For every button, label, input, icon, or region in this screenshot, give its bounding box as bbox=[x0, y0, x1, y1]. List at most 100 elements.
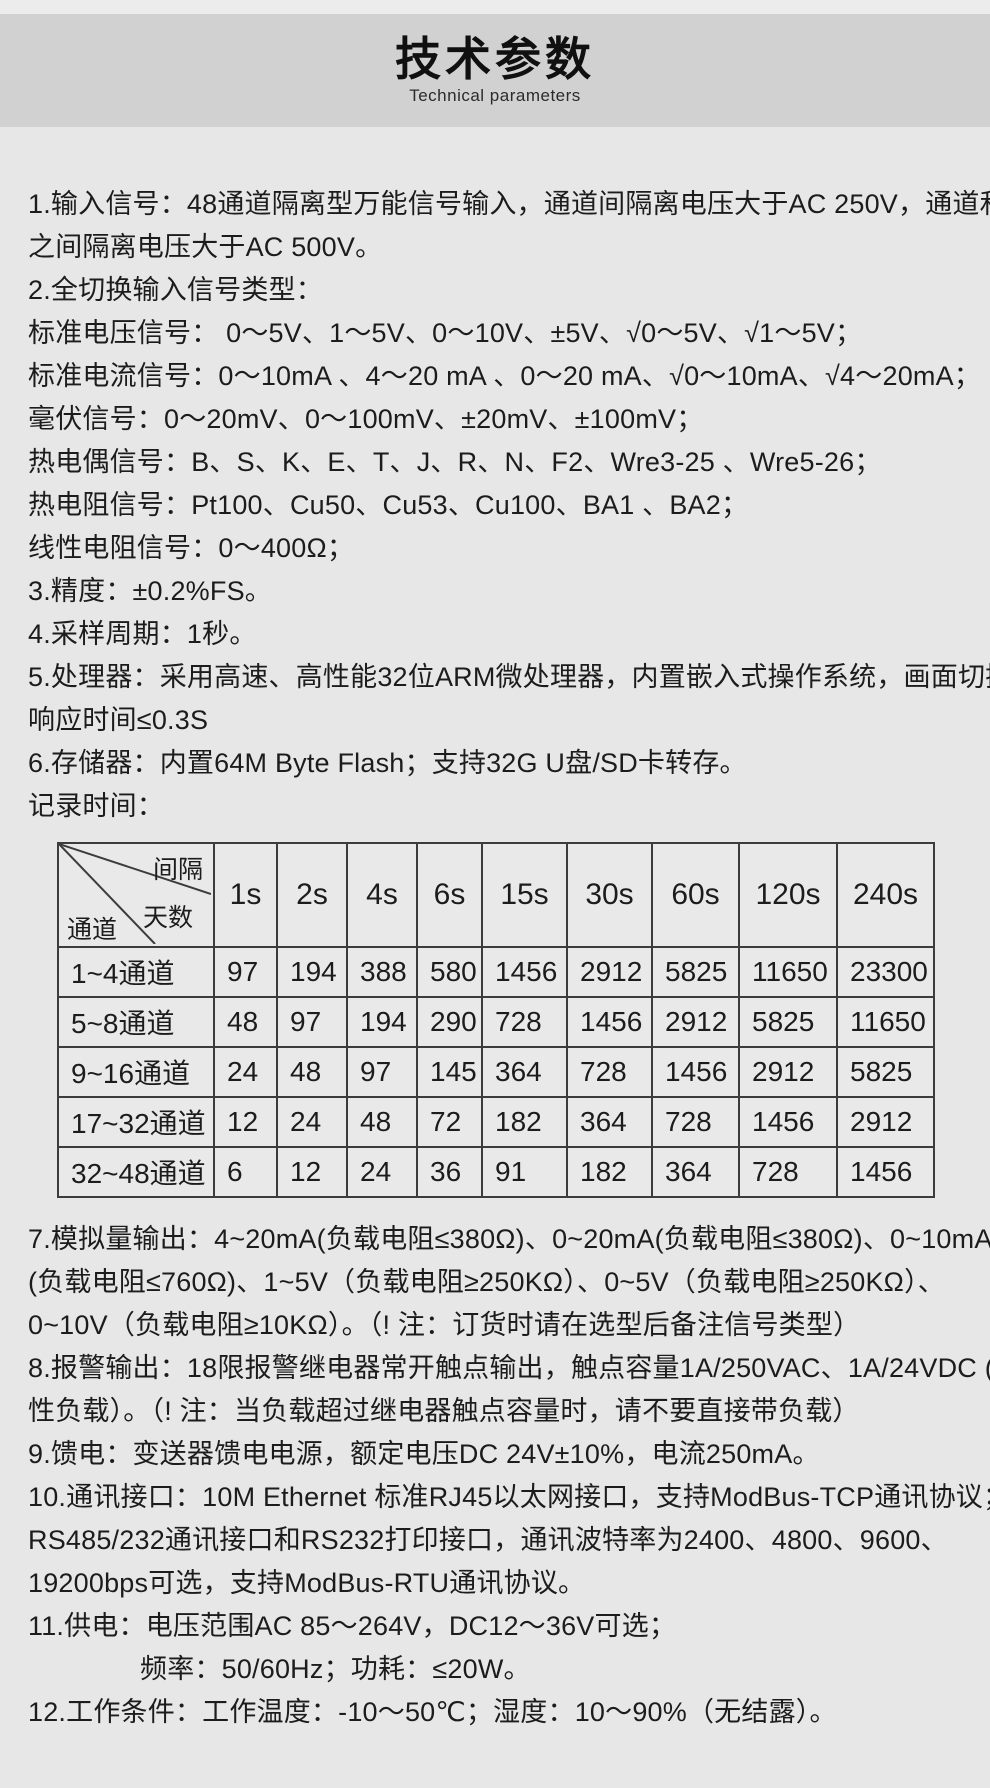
corner-days-label: 天数 bbox=[143, 904, 194, 932]
table-row: 32~48通道 6 12 24 36 91 182 364 728 1456 bbox=[57, 1146, 935, 1198]
record-days-cell: 194 bbox=[346, 996, 418, 1048]
record-days-cell: 36 bbox=[416, 1146, 483, 1198]
table-row: 5~8通道 48 97 194 290 728 1456 2912 5825 11650 bbox=[57, 996, 935, 1048]
spec-line: 7.模拟量输出：4~20mA(负载电阻≤380Ω)、0~20mA(负载电阻≤38… bbox=[28, 1224, 990, 1254]
spec-line: 1.输入信号：48通道隔离型万能信号输入，通道间隔离电压大于AC 250V，通道… bbox=[28, 189, 990, 219]
table-row: 17~32通道 12 24 48 72 182 364 728 1456 2912 bbox=[57, 1096, 935, 1148]
record-days-cell: 12 bbox=[276, 1146, 348, 1198]
spec-list-bottom: 7.模拟量输出：4~20mA(负载电阻≤380Ω)、0~20mA(负载电阻≤38… bbox=[28, 1218, 990, 1734]
record-time-table: 间隔 天数 通道 1s 2s 4s 6s 15s 30s 60s 120s 240s 1~4通道… bbox=[57, 842, 935, 1198]
record-days-cell: 5825 bbox=[651, 946, 740, 998]
record-days-cell: 5825 bbox=[836, 1046, 935, 1098]
corner-channel-label: 通道 bbox=[67, 916, 118, 944]
record-days-cell: 2912 bbox=[836, 1096, 935, 1148]
interval-column-header: 6s bbox=[416, 842, 483, 948]
spec-line: 热电阻信号：Pt100、Cu50、Cu53、Cu100、BA1 、BA2； bbox=[28, 490, 749, 520]
record-days-cell: 1456 bbox=[566, 996, 653, 1048]
corner-diagonal-lines bbox=[59, 844, 211, 944]
record-days-cell: 5825 bbox=[738, 996, 838, 1048]
spec-line: 9.馈电：变送器馈电电源，额定电压DC 24V±10%，电流250mA。 bbox=[28, 1439, 820, 1469]
channel-range-label: 9~16通道 bbox=[57, 1046, 215, 1098]
spec-line: 标准电流信号：0～10mA 、4～20 mA 、0～20 mA、√0～10mA、… bbox=[28, 361, 982, 391]
record-days-cell: 364 bbox=[651, 1146, 740, 1198]
spec-line: 2.全切换输入信号类型： bbox=[28, 275, 323, 305]
channel-range-label: 5~8通道 bbox=[57, 996, 215, 1048]
record-days-cell: 1456 bbox=[836, 1146, 935, 1198]
spec-line: 6.存储器：内置64M Byte Flash；支持32G U盘/SD卡转存。 bbox=[28, 748, 747, 778]
record-days-cell: 728 bbox=[651, 1096, 740, 1148]
record-days-cell: 1456 bbox=[651, 1046, 740, 1098]
record-days-cell: 728 bbox=[481, 996, 568, 1048]
page-subtitle: Technical parameters bbox=[409, 85, 581, 105]
spec-line: 12.工作条件：工作温度：-10～50℃；湿度：10～90%（无结露）。 bbox=[28, 1697, 837, 1727]
record-table-header-row: 间隔 天数 通道 1s 2s 4s 6s 15s 30s 60s 120s 240s bbox=[57, 842, 935, 948]
spec-line: 毫伏信号：0～20mV、0～100mV、±20mV、±100mV； bbox=[28, 404, 704, 434]
table-corner-cell: 间隔 天数 通道 bbox=[57, 842, 215, 948]
page-title: 技术参数 bbox=[395, 33, 595, 86]
record-days-cell: 728 bbox=[738, 1146, 838, 1198]
record-days-cell: 48 bbox=[213, 996, 278, 1048]
corner-interval-label: 间隔 bbox=[152, 856, 203, 884]
record-days-cell: 182 bbox=[566, 1146, 653, 1198]
record-days-cell: 48 bbox=[276, 1046, 348, 1098]
record-days-cell: 24 bbox=[213, 1046, 278, 1098]
spec-line: 频率：50/60Hz；功耗：≤20W。 bbox=[140, 1654, 531, 1684]
record-days-cell: 145 bbox=[416, 1046, 483, 1098]
record-days-cell: 11650 bbox=[836, 996, 935, 1048]
record-days-cell: 388 bbox=[346, 946, 418, 998]
spec-line: 8.报警输出：18限报警继电器常开触点输出，触点容量1A/250VAC、1A/2… bbox=[28, 1353, 990, 1383]
spec-line: 4.采样周期：1秒。 bbox=[28, 619, 257, 649]
record-days-cell: 1456 bbox=[738, 1096, 838, 1148]
record-days-cell: 48 bbox=[346, 1096, 418, 1148]
spec-line: 线性电阻信号：0～400Ω； bbox=[28, 533, 355, 563]
record-days-cell: 97 bbox=[213, 946, 278, 998]
record-days-cell: 364 bbox=[566, 1096, 653, 1148]
interval-column-header: 1s bbox=[213, 842, 278, 948]
record-days-cell: 182 bbox=[481, 1096, 568, 1148]
spec-line: 3.精度：±0.2%FS。 bbox=[28, 576, 272, 606]
channel-range-label: 1~4通道 bbox=[57, 946, 215, 998]
record-days-cell: 11650 bbox=[738, 946, 838, 998]
spec-line: 标准电压信号： 0～5V、1～5V、0～10V、±5V、√0～5V、√1～5V； bbox=[28, 318, 863, 348]
record-days-cell: 24 bbox=[346, 1146, 418, 1198]
record-table-body: 1~4通道 97 194 388 580 1456 2912 5825 11650 23300 5~… bbox=[57, 946, 935, 1198]
spec-line: 5.处理器：采用高速、高性能32位ARM微处理器，内置嵌入式操作系统，画面切换 bbox=[28, 662, 990, 692]
channel-range-label: 17~32通道 bbox=[57, 1096, 215, 1148]
record-days-cell: 2912 bbox=[738, 1046, 838, 1098]
interval-column-header: 240s bbox=[836, 842, 935, 948]
interval-column-header: 2s bbox=[276, 842, 348, 948]
interval-column-header: 30s bbox=[566, 842, 653, 948]
record-days-cell: 91 bbox=[481, 1146, 568, 1198]
record-days-cell: 580 bbox=[416, 946, 483, 998]
record-days-cell: 23300 bbox=[836, 946, 935, 998]
spec-line: 性负载）。（! 注：当负载超过继电器触点容量时，请不要直接带负载） bbox=[28, 1396, 860, 1426]
spec-line: 19200bps可选，支持ModBus-RTU通讯协议。 bbox=[28, 1568, 586, 1598]
record-days-cell: 364 bbox=[481, 1046, 568, 1098]
interval-column-header: 4s bbox=[346, 842, 418, 948]
record-days-cell: 24 bbox=[276, 1096, 348, 1148]
spec-line: 热电偶信号：B、S、K、E、T、J、R、N、F2、Wre3-25 、Wre5-2… bbox=[28, 447, 882, 477]
record-days-cell: 6 bbox=[213, 1146, 278, 1198]
spec-line: 记录时间： bbox=[28, 791, 164, 821]
spec-line: RS485/232通讯接口和RS232打印接口，通讯波特率为2400、4800、… bbox=[28, 1525, 948, 1555]
record-days-cell: 72 bbox=[416, 1096, 483, 1148]
interval-column-header: 60s bbox=[651, 842, 740, 948]
record-days-cell: 2912 bbox=[566, 946, 653, 998]
top-strip bbox=[0, 0, 990, 14]
record-days-cell: 97 bbox=[276, 996, 348, 1048]
record-days-cell: 1456 bbox=[481, 946, 568, 998]
spec-line: 响应时间≤0.3S bbox=[28, 705, 209, 735]
spec-line: 0~10V（负载电阻≥10KΩ）。（! 注：订货时请在选型后备注信号类型） bbox=[28, 1310, 861, 1340]
table-row: 9~16通道 24 48 97 145 364 728 1456 2912 5825 bbox=[57, 1046, 935, 1098]
record-days-cell: 290 bbox=[416, 996, 483, 1048]
channel-range-label: 32~48通道 bbox=[57, 1146, 215, 1198]
interval-column-header: 15s bbox=[481, 842, 568, 948]
record-days-cell: 12 bbox=[213, 1096, 278, 1148]
record-days-cell: 2912 bbox=[651, 996, 740, 1048]
spec-line: (负载电阻≤760Ω)、1~5V（负载电阻≥250KΩ）、0~5V（负载电阻≥2… bbox=[28, 1267, 945, 1297]
spec-line: 10.通讯接口：10M Ethernet 标准RJ45以太网接口，支持ModBu… bbox=[28, 1482, 990, 1512]
record-days-cell: 728 bbox=[566, 1046, 653, 1098]
content: 1.输入信号：48通道隔离型万能信号输入，通道间隔离电压大于AC 250V，通道… bbox=[0, 127, 990, 1734]
record-days-cell: 97 bbox=[346, 1046, 418, 1098]
table-row: 1~4通道 97 194 388 580 1456 2912 5825 11650 23300 bbox=[57, 946, 935, 998]
